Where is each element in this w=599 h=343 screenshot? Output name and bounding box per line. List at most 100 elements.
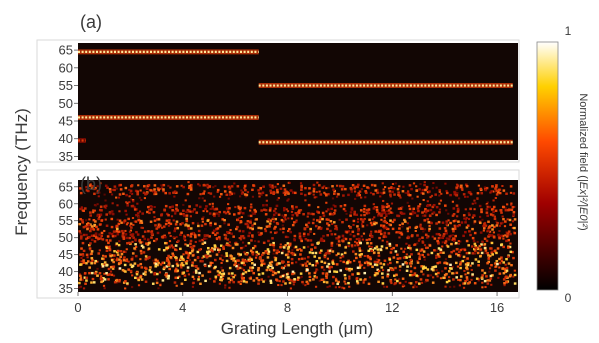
field-dot xyxy=(450,250,453,254)
field-dot xyxy=(305,223,308,227)
y-tick-label: 65 xyxy=(59,43,73,58)
field-dot xyxy=(145,242,148,245)
field-dot xyxy=(423,228,427,231)
field-dot xyxy=(457,186,460,189)
field-dot xyxy=(82,254,85,257)
field-dot xyxy=(480,251,484,255)
field-dot xyxy=(407,244,411,247)
field-dot xyxy=(418,205,421,208)
field-dot xyxy=(359,209,363,212)
field-dot xyxy=(88,218,91,221)
field-dot xyxy=(505,275,508,278)
field-dot xyxy=(349,214,352,217)
field-dot xyxy=(487,229,490,232)
field-dot xyxy=(252,246,255,250)
field-dot xyxy=(408,193,412,197)
field-dot xyxy=(335,263,339,266)
field-dot xyxy=(293,234,297,238)
field-dot xyxy=(234,260,237,263)
field-dot xyxy=(265,203,268,207)
field-dot xyxy=(291,279,295,282)
field-dot xyxy=(378,230,381,233)
field-dot xyxy=(312,193,315,196)
field-dot xyxy=(407,193,410,196)
field-dot xyxy=(486,205,489,208)
field-dot xyxy=(325,201,328,204)
field-dot xyxy=(233,182,236,185)
field-dot xyxy=(85,219,88,222)
field-dot xyxy=(354,197,357,200)
field-dot xyxy=(83,276,87,279)
field-dot xyxy=(397,231,400,234)
field-dot xyxy=(339,269,343,272)
field-dot xyxy=(486,204,489,207)
field-dot xyxy=(141,226,144,229)
field-dot xyxy=(225,243,229,246)
field-dot xyxy=(488,270,491,273)
field-dot xyxy=(117,196,121,199)
field-dot xyxy=(480,208,483,211)
field-dot xyxy=(353,187,357,190)
field-dot xyxy=(162,183,166,187)
field-dot xyxy=(189,227,193,230)
field-dot xyxy=(446,245,450,248)
y-tick-label: 45 xyxy=(59,247,73,262)
field-dot xyxy=(124,280,127,283)
field-dot xyxy=(85,237,88,241)
field-dot xyxy=(118,240,121,243)
field-dot xyxy=(240,280,243,283)
field-dot xyxy=(103,193,106,196)
field-dot xyxy=(295,213,299,217)
field-dot xyxy=(237,263,240,266)
field-dot xyxy=(154,240,157,243)
field-dot xyxy=(86,260,90,263)
field-dot xyxy=(474,202,477,205)
field-dot xyxy=(413,211,417,215)
field-dot xyxy=(167,260,171,263)
field-dot xyxy=(357,237,361,241)
field-dot xyxy=(473,222,476,225)
field-dot xyxy=(251,253,255,256)
field-dot xyxy=(179,212,182,216)
field-dot xyxy=(444,258,448,261)
field-dot xyxy=(496,247,500,250)
field-dot xyxy=(420,248,424,251)
field-dot xyxy=(242,280,246,283)
field-dot xyxy=(79,187,82,190)
field-dot xyxy=(401,263,405,266)
field-dot xyxy=(432,211,436,214)
colorbar-title-math: |Ex|²/|E0|² xyxy=(577,179,589,227)
field-dot xyxy=(492,190,495,193)
field-dot xyxy=(188,210,191,213)
field-dot xyxy=(294,245,298,249)
field-dot xyxy=(187,224,190,227)
field-dot xyxy=(244,270,248,274)
field-dot xyxy=(306,215,309,218)
field-dot xyxy=(477,260,480,263)
field-dot xyxy=(453,224,456,227)
field-dot xyxy=(182,212,185,216)
field-dot xyxy=(267,218,271,221)
field-dot xyxy=(168,206,172,209)
field-dot xyxy=(166,246,170,249)
field-dot xyxy=(362,281,365,284)
field-dot xyxy=(286,191,289,194)
field-dot xyxy=(220,266,223,269)
field-dot xyxy=(264,213,268,216)
field-dot xyxy=(419,183,422,186)
field-dot xyxy=(438,227,442,230)
field-dot xyxy=(88,184,92,187)
x-tick-label: 8 xyxy=(284,300,291,315)
field-dot xyxy=(486,262,489,265)
field-dot xyxy=(294,212,298,215)
field-dot xyxy=(137,218,140,222)
field-dot xyxy=(452,207,456,210)
field-dot xyxy=(100,278,103,281)
field-dot xyxy=(270,243,274,247)
field-dot xyxy=(300,192,303,195)
field-dot xyxy=(219,278,222,281)
field-dot xyxy=(240,246,243,250)
field-dot xyxy=(137,278,140,282)
field-dot xyxy=(239,195,242,198)
field-dot xyxy=(353,213,356,216)
